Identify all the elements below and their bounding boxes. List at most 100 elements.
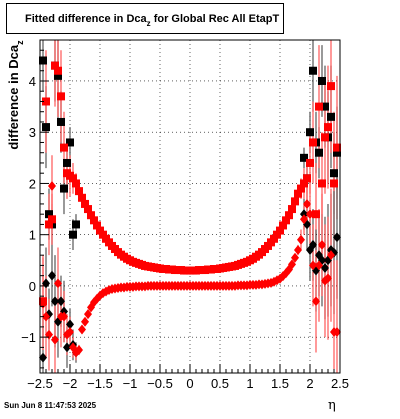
data-point [48, 270, 56, 281]
data-point [300, 214, 308, 225]
data-point [81, 199, 89, 208]
data-point [318, 179, 326, 188]
data-point [81, 316, 89, 327]
x-tick-label: −1 [123, 376, 138, 391]
data-point [303, 174, 311, 183]
data-point [315, 260, 323, 271]
data-point [318, 239, 326, 250]
data-point [54, 278, 62, 289]
y-tick-label: 3 [29, 125, 36, 140]
data-point [300, 209, 308, 220]
x-tick-label: 0 [186, 376, 193, 391]
data-point [48, 181, 56, 192]
data-point [306, 158, 314, 167]
data-point [60, 143, 68, 152]
data-point [75, 187, 83, 196]
data-point [315, 102, 323, 111]
x-tick-label: 2 [306, 376, 313, 391]
data-point [306, 209, 314, 220]
x-tick-label: 2.5 [331, 376, 349, 391]
data-point [45, 220, 53, 229]
data-point [78, 193, 86, 202]
data-point [63, 158, 71, 167]
data-point [51, 296, 59, 307]
data-point [84, 309, 92, 320]
data-point [327, 82, 335, 91]
axes: −2.5 −2 −1.5 −1 −0.5 0 0.5 1 1.5 2 2.5 −1 0 1 2 3 4 [21, 39, 349, 391]
data-point [72, 220, 80, 229]
data-point [51, 334, 59, 345]
data-point [312, 296, 320, 307]
data-point [324, 273, 332, 284]
y-axis-label: difference in Dcaz [6, 40, 25, 150]
data-point [60, 184, 68, 193]
data-point [42, 123, 50, 132]
x-tick-label: 0.5 [211, 376, 229, 391]
x-tick-label: 1.5 [271, 376, 289, 391]
data-point [312, 210, 320, 219]
data-point [324, 255, 332, 266]
data-point [276, 226, 284, 235]
y-tick-label: 4 [29, 74, 36, 89]
x-tick-label: −2.5 [27, 376, 53, 391]
data-point [294, 245, 302, 256]
data-point [309, 66, 317, 75]
data-point [66, 327, 74, 338]
data-point [99, 230, 107, 239]
y-tick-label: 0 [29, 279, 36, 294]
y-tick-label: 1 [29, 228, 36, 243]
data-point [66, 319, 74, 330]
data-point [69, 230, 77, 239]
data-point [72, 179, 80, 188]
data-point [333, 232, 341, 243]
data-point [90, 216, 98, 225]
data-point [54, 71, 62, 80]
x-axis-label: η [328, 398, 336, 413]
data-point [306, 128, 314, 137]
data-point [60, 311, 68, 322]
data-point [288, 259, 296, 270]
data-point [321, 102, 329, 111]
title-box: Fitted difference in Dcaz for Global Rec… [6, 3, 284, 34]
x-tick-label: −1.5 [87, 376, 113, 391]
data-point [270, 234, 278, 243]
data-point [63, 342, 71, 353]
data-point [288, 205, 296, 214]
data-point [327, 112, 335, 121]
data-point [300, 153, 308, 162]
data-point [297, 234, 305, 245]
data-point [54, 66, 62, 75]
data-point [309, 138, 317, 147]
data-point [321, 133, 329, 142]
data-point [333, 327, 341, 338]
data-point [303, 198, 311, 209]
data-point [273, 230, 281, 239]
data-point [285, 211, 293, 220]
data-point [66, 138, 74, 147]
data-point [318, 76, 326, 85]
data-point [93, 221, 101, 230]
data-point [321, 262, 329, 273]
data-point [333, 148, 341, 157]
datestamp: Sun Jun 8 11:47:53 2025 [4, 401, 97, 410]
data-point [300, 179, 308, 188]
data-point [57, 117, 65, 126]
x-tick-label: 1 [246, 376, 253, 391]
data-point [69, 174, 77, 183]
data-point [291, 252, 299, 263]
data-point [51, 61, 59, 70]
y-tick-label: 2 [29, 176, 36, 191]
data-point [96, 226, 104, 235]
data-point [294, 189, 302, 198]
data-point [57, 296, 65, 307]
data-point [75, 344, 83, 355]
data-point [324, 123, 332, 132]
data-point [330, 179, 338, 188]
data-point [84, 205, 92, 214]
data-point [87, 211, 95, 220]
data-point [279, 221, 287, 230]
data-point [330, 169, 338, 178]
x-tick-label: −2 [63, 376, 78, 391]
data-point [57, 92, 65, 101]
